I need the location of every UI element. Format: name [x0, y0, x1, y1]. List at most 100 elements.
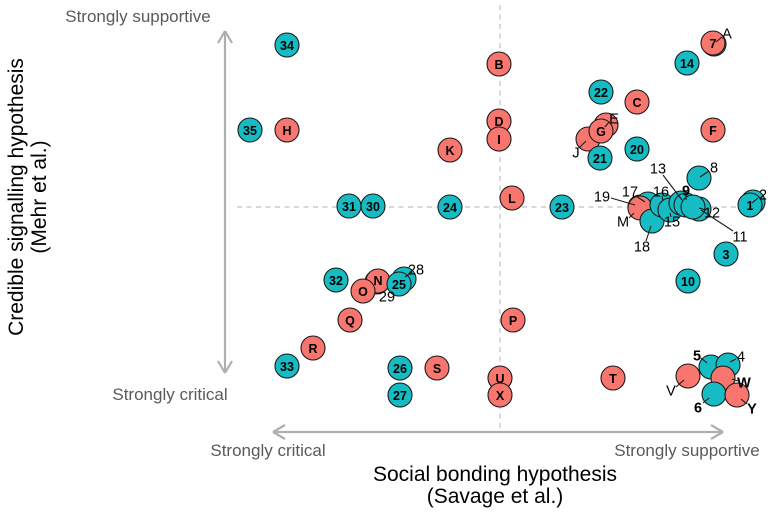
point-label-G: G: [596, 125, 606, 139]
point-circle-20: [624, 136, 650, 162]
point-circle-24: [437, 194, 463, 220]
leader-line-16: [661, 195, 664, 202]
point-label-B: B: [494, 58, 503, 72]
y-axis-arrowhead-bottom: [217, 360, 226, 374]
y-axis-min-annotation: Strongly critical: [112, 385, 228, 404]
leader-label-28: 28: [408, 263, 424, 279]
leader-line-V: [675, 379, 685, 388]
leader-line-17: [635, 195, 646, 203]
point-label-D: D: [494, 115, 503, 129]
point-circle-F: [700, 117, 726, 143]
point-label-26: 26: [393, 362, 407, 376]
point-circle-6: [701, 381, 727, 407]
point-label-L: L: [508, 192, 516, 206]
y-axis-arrowhead-top: [217, 30, 226, 44]
point-label-20: 20: [630, 143, 644, 157]
x-axis-arrowhead-left: [272, 431, 286, 440]
point-label-K: K: [445, 144, 454, 158]
leader-line-4: [729, 358, 737, 363]
x-axis-title-line2: (Savage et al.): [426, 485, 564, 508]
leader-label-J: J: [572, 146, 579, 162]
point-circle-T: [600, 365, 626, 391]
point-circle-14: [674, 50, 700, 76]
point-label-O: O: [358, 285, 368, 299]
x-axis-title: Social bonding hypothesis (Savage et al.…: [295, 464, 695, 508]
point-circle-34: [274, 32, 300, 58]
y-axis-arrowhead-top: [224, 30, 233, 44]
leader-line-28: [404, 271, 413, 278]
leader-label-A: A: [722, 27, 732, 43]
leader-label-M: M: [617, 215, 629, 231]
leader-label-15: 15: [664, 215, 680, 231]
point-label-22: 22: [594, 86, 608, 100]
leader-line-W: [731, 378, 739, 382]
point-circle-35: [237, 117, 263, 143]
point-circle-3: [713, 241, 739, 267]
point-label-N: N: [373, 274, 382, 288]
leader-line-19: [610, 197, 636, 206]
leader-line-13: [662, 174, 683, 201]
leader-label-4: 4: [737, 350, 745, 366]
leader-label-11: 11: [732, 230, 747, 246]
y-axis-title: Credible signalling hypothesis (Mehr et …: [5, 0, 51, 407]
point-label-32: 32: [329, 274, 343, 288]
point-circle-10: [675, 268, 701, 294]
point-label-31: 31: [342, 200, 356, 214]
point-circle-I: [486, 126, 512, 152]
leader-line-J: [578, 140, 587, 149]
point-label-U: U: [495, 372, 504, 386]
leader-label-18: 18: [634, 240, 650, 256]
point-label-25: 25: [392, 278, 406, 292]
leader-label-Y: Y: [747, 402, 757, 418]
point-label-C: C: [632, 96, 641, 110]
point-circle-21: [587, 145, 613, 171]
leader-line-5: [700, 357, 708, 364]
point-label-14: 14: [680, 57, 694, 71]
point-circle-25: [386, 271, 412, 297]
point-circle-H: [274, 117, 300, 143]
point-circle-26: [387, 355, 413, 381]
leader-line-12: [698, 207, 707, 211]
point-label-3: 3: [723, 248, 730, 262]
y-axis-title-line2: (Mehr et al.): [28, 140, 51, 254]
point-circle-A: [700, 30, 726, 56]
leader-line-8: [699, 170, 710, 178]
point-circle-33: [274, 353, 300, 379]
leader-label-17: 17: [622, 185, 638, 201]
point-circle-12: [680, 194, 706, 220]
point-circle-C: [624, 89, 650, 115]
point-circle-27: [387, 382, 413, 408]
point-label-27: 27: [393, 389, 407, 403]
point-circle-32: [323, 267, 349, 293]
leader-line-6: [702, 397, 710, 404]
leader-line-M: [628, 212, 635, 219]
point-label-34: 34: [280, 39, 294, 53]
leader-label-13: 13: [650, 162, 666, 178]
point-circle-23: [549, 194, 575, 220]
point-circle-22: [588, 79, 614, 105]
leader-label-12: 12: [704, 206, 720, 222]
x-axis-arrowhead-right: [710, 424, 724, 433]
point-label-24: 24: [443, 201, 457, 215]
leader-line-E: [604, 121, 610, 128]
point-circle-P: [500, 307, 526, 333]
point-label-T: T: [609, 372, 617, 386]
leader-line-A: [715, 36, 723, 43]
point-label-H: H: [282, 124, 291, 138]
point-circle-S: [424, 355, 450, 381]
point-circle-O: [350, 278, 376, 304]
leader-label-16: 16: [653, 185, 669, 201]
leader-label-19: 19: [594, 190, 610, 206]
point-label-F: F: [709, 124, 717, 138]
y-axis-max-annotation: Strongly supportive: [65, 7, 211, 26]
point-circle-Q: [337, 307, 363, 333]
point-label-Q: Q: [345, 314, 355, 328]
point-label-30: 30: [366, 200, 380, 214]
x-axis-max-annotation: Strongly supportive: [614, 441, 760, 460]
point-label-X: X: [496, 389, 505, 403]
x-axis-min-annotation: Strongly critical: [210, 441, 326, 460]
y-axis-arrowhead-bottom: [224, 360, 233, 374]
point-label-21: 21: [593, 152, 607, 166]
leader-line-15: [669, 212, 672, 218]
